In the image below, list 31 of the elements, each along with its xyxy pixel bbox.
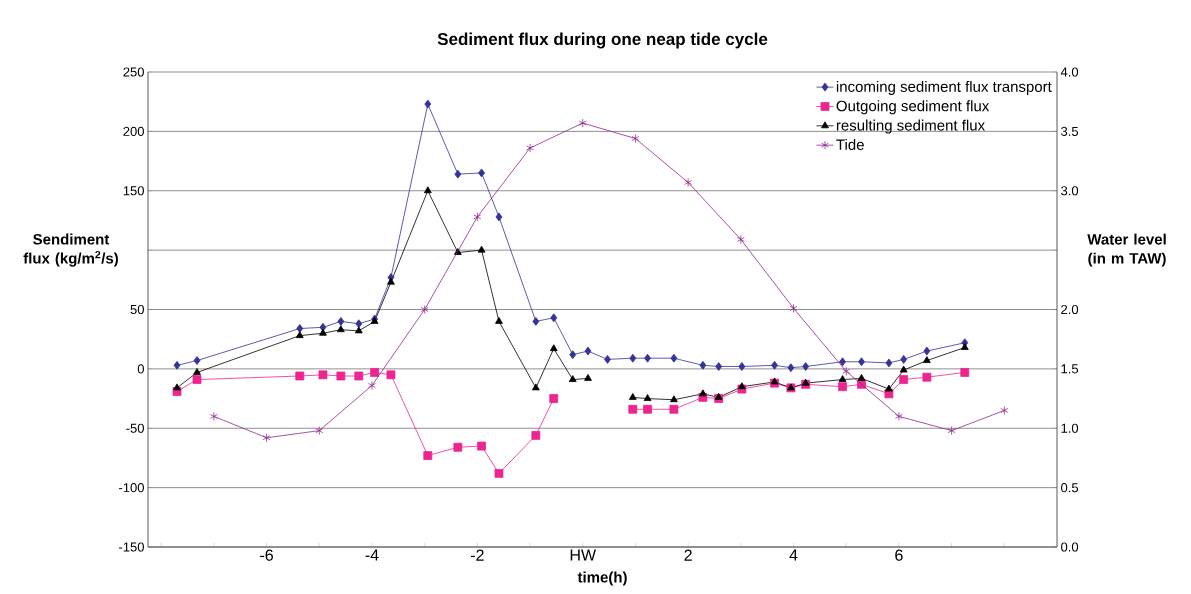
x-axis-title: time(h) bbox=[577, 571, 627, 586]
legend-label: incoming sediment flux transport bbox=[836, 80, 1052, 95]
y-tick-label: 50 bbox=[130, 304, 144, 315]
x-tick-label: 6 bbox=[895, 549, 903, 561]
y-tick-label: 250 bbox=[123, 67, 144, 77]
y-tick-label: 200 bbox=[123, 126, 144, 136]
legend-label: Tide bbox=[836, 138, 864, 150]
y2-tick-label: 4.0 bbox=[1060, 67, 1079, 77]
legend-label: Outgoing sediment flux bbox=[836, 100, 990, 115]
x-tick-label: 2 bbox=[684, 549, 692, 561]
y-tick-label: -100 bbox=[119, 483, 144, 493]
legend-label: resulting sediment flux bbox=[836, 119, 985, 134]
y-axis-title: Sendiment flux (kg/m$^{2}$/s) bbox=[23, 233, 118, 267]
y-tick-label: 0 bbox=[137, 364, 144, 374]
y-tick-label: 150 bbox=[123, 186, 144, 196]
y2-tick-label: 0.0 bbox=[1061, 542, 1079, 552]
y2-tick-label: 3.0 bbox=[1061, 186, 1079, 196]
y2-tick-label: 3.5 bbox=[1061, 126, 1079, 136]
x-tick-label: HW bbox=[570, 549, 597, 561]
y-tick-label: -150 bbox=[119, 542, 144, 552]
y2-tick-label: 1.5 bbox=[1061, 364, 1079, 374]
x-tick-label: -6 bbox=[260, 549, 273, 561]
chart-title: Sediment flux during one neap tide cycle bbox=[437, 32, 768, 49]
x-tick-label: -4 bbox=[365, 549, 379, 561]
y2-tick-label: 2.0 bbox=[1061, 304, 1079, 315]
y-tick-label: -50 bbox=[126, 423, 144, 433]
x-tick-label: 4 bbox=[789, 549, 798, 561]
y2-axis-title: Water level (in m TAW) bbox=[1087, 233, 1166, 267]
y2-tick-label: 1.0 bbox=[1061, 423, 1079, 433]
y2-tick-label: 0.5 bbox=[1061, 483, 1079, 493]
x-tick-label: -2 bbox=[470, 549, 484, 561]
